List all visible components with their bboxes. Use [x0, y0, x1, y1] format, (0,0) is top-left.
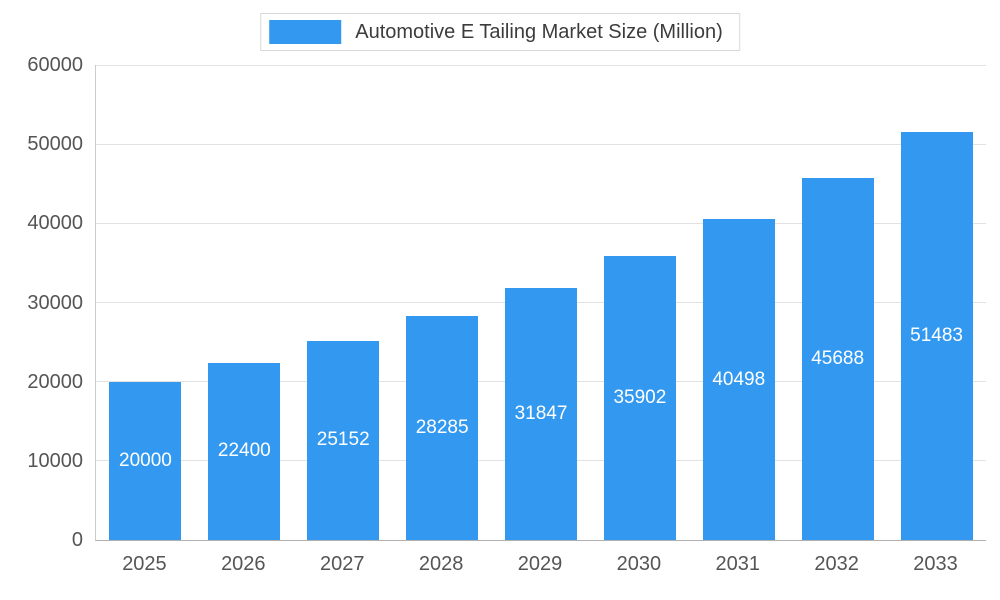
y-axis-tick-label: 0: [71, 529, 83, 551]
x-axis-tick-label: 2029: [517, 553, 563, 575]
bar: 31847: [505, 287, 577, 540]
bar-value-label: 45688: [811, 348, 865, 370]
bar: 51483: [900, 132, 973, 540]
x-axis-tick-label: 2027: [319, 553, 365, 575]
gridline: [96, 65, 986, 66]
bar-value-label: 22400: [217, 440, 271, 462]
bar-value-label: 35902: [613, 386, 667, 408]
y-axis-tick-label: 20000: [27, 370, 83, 393]
legend-swatch: [269, 20, 342, 44]
bar: 20000: [109, 381, 182, 540]
y-axis-tick-label: 40000: [27, 212, 83, 235]
bar-value-label: 51483: [910, 325, 963, 347]
bar-value-label: 31847: [514, 402, 568, 424]
y-axis-tick-label: 30000: [27, 291, 83, 314]
bar-value-label: 40498: [712, 368, 766, 390]
gridline: [96, 222, 986, 224]
bar: 40498: [702, 219, 775, 540]
x-axis-tick-label: 2026: [221, 553, 266, 575]
bar: 22400: [208, 362, 281, 540]
bar: 28285: [406, 316, 479, 540]
x-axis-tick-label: 2030: [616, 553, 662, 575]
x-axis-tick-label: 2032: [814, 553, 859, 575]
x-axis-tick-label: 2025: [122, 553, 167, 575]
legend: Automotive E Tailing Market Size (Millio…: [260, 13, 740, 51]
bar-value-label: 20000: [119, 449, 172, 471]
y-axis-tick-label: 10000: [27, 449, 83, 472]
x-axis-tick-label: 2031: [715, 553, 761, 575]
bar: 25152: [307, 340, 380, 540]
bar: 45688: [801, 178, 874, 540]
y-axis-tick-label: 60000: [27, 54, 83, 76]
gridline: [96, 143, 986, 145]
x-axis-tick-label: 2028: [418, 553, 464, 575]
y-axis-tick-label: 50000: [27, 133, 83, 156]
bar-value-label: 25152: [316, 429, 370, 451]
plot-area: 20000 22400 25152 28285 31847 35902 40498 45688…: [95, 65, 986, 541]
chart-title: Automotive E Tailing Market Size (Millio…: [355, 20, 723, 43]
bar: 35902: [603, 255, 676, 540]
x-axis-tick-label: 2033: [913, 553, 958, 575]
bar-value-label: 28285: [415, 417, 469, 439]
